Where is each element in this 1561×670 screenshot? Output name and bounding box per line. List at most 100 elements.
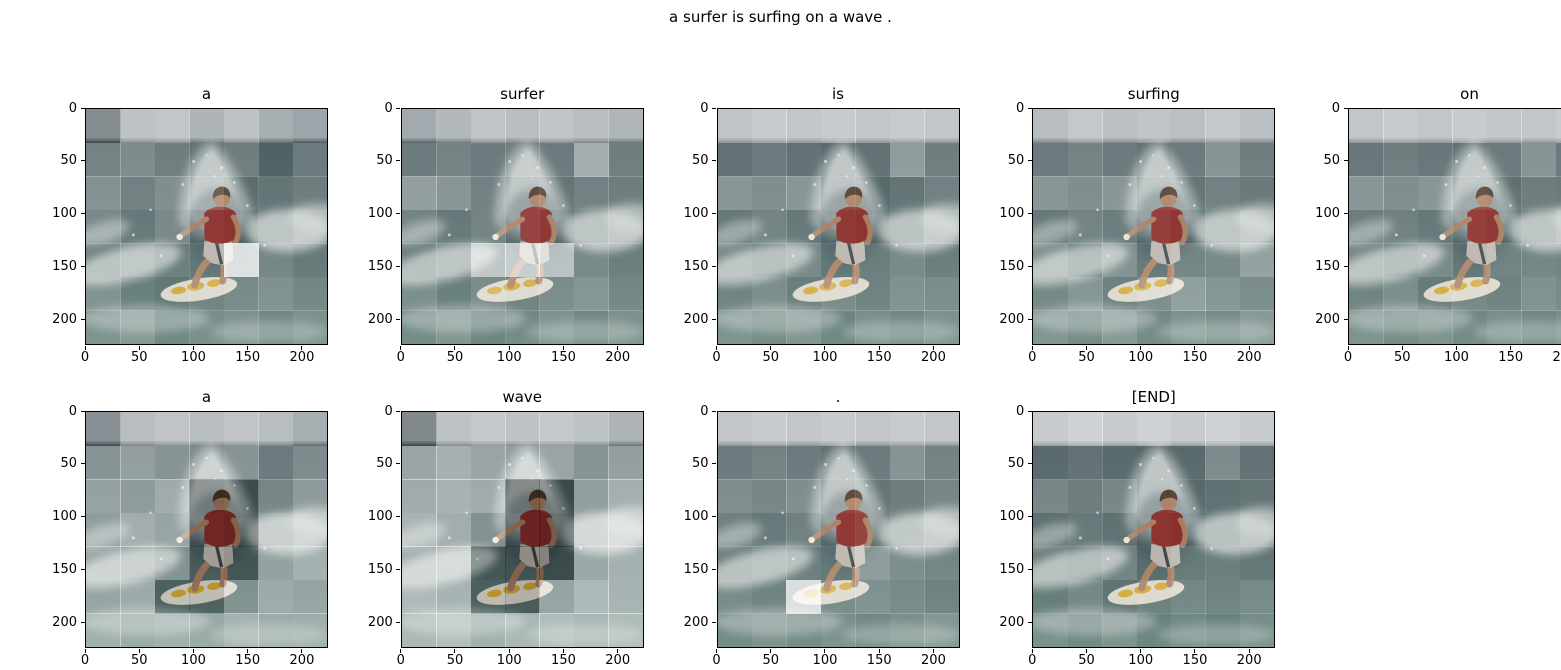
attention-cell [820, 310, 856, 344]
x-tick-label: 0 [1343, 350, 1353, 365]
y-tick-mark [80, 160, 85, 162]
attention-cell [889, 445, 925, 480]
attention-cell [855, 210, 890, 244]
attention-cell [855, 243, 891, 278]
surfer-photo [1033, 412, 1275, 647]
attention-cell [223, 546, 259, 581]
attention-cell [855, 546, 891, 581]
attention-cell [608, 579, 643, 614]
x-tick-mark [301, 648, 303, 653]
attention-cell [573, 445, 609, 480]
attention-cell [820, 479, 856, 514]
attention-cell [608, 243, 643, 278]
attention-cell [86, 579, 121, 614]
attention-cell [505, 310, 540, 344]
attention-cell [1136, 310, 1172, 344]
x-tick-mark [1194, 345, 1196, 350]
y-tick-mark [712, 266, 716, 268]
y-tick-label: 50 [376, 153, 393, 169]
attention-cell [470, 512, 506, 547]
y-tick-label: 100 [1315, 206, 1340, 222]
surfer-photo [1349, 109, 1561, 344]
surfer [158, 489, 241, 609]
attention-cell [889, 613, 925, 647]
y-tick-mark [1343, 319, 1348, 321]
attention-cell [1033, 176, 1069, 211]
attention-cell [1205, 276, 1241, 311]
attention-cell [1555, 243, 1561, 278]
x-tick-label: 150 [866, 653, 892, 668]
attention-cell [505, 276, 540, 311]
attention-cell [189, 243, 225, 278]
y-tick-mark [1027, 569, 1032, 571]
attention-overlay-grid [717, 412, 959, 647]
attention-cell [924, 142, 959, 177]
x-tick-label: 150 [866, 350, 892, 365]
attention-cell [1239, 412, 1275, 447]
attention-cell [1555, 109, 1561, 144]
attention-cell [120, 276, 156, 311]
attention-cell [889, 209, 925, 244]
x-tick-mark [824, 345, 826, 350]
y-axis: 0 50 100 150 200 [988, 404, 1024, 648]
attention-cell [1555, 209, 1561, 244]
attention-cell [1033, 276, 1069, 311]
y-tick-mark [396, 319, 401, 321]
attention-cell [470, 142, 506, 177]
y-tick-mark [396, 463, 401, 465]
attention-cell [258, 142, 294, 177]
attention-cell [505, 412, 540, 447]
attention-overlay-grid [1033, 412, 1275, 647]
y-tick-mark [1343, 160, 1348, 162]
attention-cell [889, 546, 925, 581]
attention-cell [1521, 276, 1557, 311]
y-tick-mark [80, 516, 85, 518]
x-tick-label: 150 [1498, 350, 1524, 365]
attention-cell [1555, 142, 1561, 177]
attention-cell [505, 479, 540, 514]
attention-cell [1170, 176, 1206, 211]
attention-cell [608, 512, 643, 547]
attention-image [716, 411, 960, 648]
attention-cell [120, 310, 156, 344]
attention-cell [855, 142, 891, 177]
attention-image [400, 108, 644, 345]
attention-cell [820, 209, 856, 244]
attention-cell [889, 579, 925, 614]
attention-cell [436, 243, 472, 278]
attention-cell [1239, 276, 1275, 311]
x-tick-label: 50 [762, 653, 779, 668]
x-tick-mark [770, 345, 772, 350]
attention-cell [154, 176, 190, 211]
attention-cell [470, 209, 506, 244]
attention-cell [1417, 109, 1453, 144]
surf-photo-svg [1033, 412, 1275, 647]
attention-cell [1452, 243, 1488, 278]
y-tick-mark [80, 319, 85, 321]
attention-cell [1102, 546, 1138, 581]
attention-cell [189, 579, 225, 614]
attention-cell [401, 276, 437, 311]
x-tick-mark [770, 648, 772, 653]
attention-cell [1170, 412, 1206, 447]
attention-cell [470, 613, 506, 647]
y-axis: 0 50 100 150 200 [673, 101, 709, 345]
attention-cell [436, 142, 472, 177]
x-tick-label: 0 [1028, 350, 1037, 365]
surf-photo-svg [86, 412, 327, 647]
attention-cell [1170, 276, 1206, 311]
attention-cell [189, 512, 225, 547]
attention-image [716, 108, 960, 345]
attention-cell [717, 209, 753, 244]
attention-cell [889, 412, 925, 447]
attention-cell [1555, 176, 1561, 211]
y-tick-label: 200 [52, 312, 77, 328]
attention-cell [223, 512, 259, 547]
y-tick-label: 0 [68, 100, 77, 116]
attention-cell [1067, 109, 1103, 144]
attention-cell [1067, 546, 1103, 581]
attention-cell [1205, 142, 1241, 177]
attention-cell [505, 209, 540, 244]
y-tick-mark [1027, 463, 1032, 465]
attention-cell [1521, 243, 1557, 278]
